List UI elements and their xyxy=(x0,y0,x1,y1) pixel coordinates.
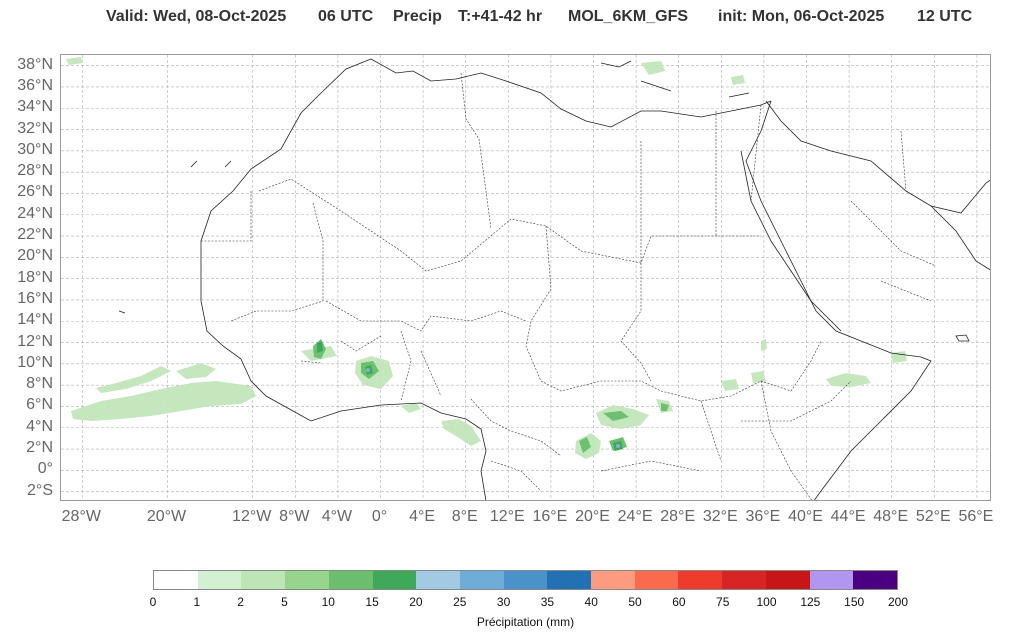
colorbar-swatch xyxy=(154,571,198,589)
colorbar-tick: 50 xyxy=(628,595,642,609)
lon-label: 12°E xyxy=(489,508,525,525)
lat-label: 0° xyxy=(37,460,53,478)
lon-label: 36°E xyxy=(745,508,781,525)
valid-hour: 06 UTC xyxy=(318,8,374,25)
colorbar-tick: 150 xyxy=(844,595,865,609)
model-name: MOL_6KM_GFS xyxy=(568,8,689,25)
colorbar-swatch xyxy=(853,571,897,589)
lat-label: 26°N xyxy=(17,183,53,201)
colorbar-tick: 0 xyxy=(149,595,157,609)
colorbar-swatch xyxy=(547,571,592,589)
lon-label: 8°W xyxy=(279,508,310,525)
colorbar-swatch xyxy=(285,571,329,589)
map-title: Valid: Wed, 08-Oct-2025 06 UTC Precip T:… xyxy=(0,8,1011,28)
colorbar-tick: 125 xyxy=(800,595,821,609)
init-date: init: Mon, 06-Oct-2025 xyxy=(718,8,885,25)
coastlines xyxy=(118,58,990,500)
graticule xyxy=(61,55,990,500)
lat-label: 18°N xyxy=(17,268,53,286)
colorbar-swatch xyxy=(372,571,417,589)
colorbar-swatch xyxy=(591,571,635,589)
colorbar-tick: 1 xyxy=(193,595,201,609)
colorbar-swatch xyxy=(765,571,810,589)
lat-label: 22°N xyxy=(17,226,53,244)
lon-label: 52°E xyxy=(915,508,951,525)
colorbar-swatch xyxy=(328,571,373,589)
lat-label: 32°N xyxy=(17,119,53,137)
lon-label: 48°E xyxy=(873,508,909,525)
colorbar-tick: 5 xyxy=(281,595,288,609)
colorbar-tick: 40 xyxy=(584,595,598,609)
lon-label: 12°W xyxy=(232,508,272,525)
lat-label: 4°N xyxy=(26,417,53,435)
lat-label: 2°N xyxy=(26,439,53,457)
lat-label: 28°N xyxy=(17,162,53,180)
lon-label: 44°E xyxy=(830,508,866,525)
colorbar-tick: 2 xyxy=(237,595,244,609)
colorbar-tick: 30 xyxy=(496,595,511,609)
lat-label: 38°N xyxy=(17,55,53,73)
colorbar-swatch xyxy=(459,571,504,589)
lon-label: 8°E xyxy=(451,508,478,525)
colorbar-tick: 35 xyxy=(540,595,555,609)
lon-label: 20°E xyxy=(575,508,610,525)
colorbar-tick: 100 xyxy=(756,595,777,609)
lat-label: 36°N xyxy=(17,76,53,94)
forecast-period: T:+41-42 hr xyxy=(458,8,543,25)
lon-label: 28°E xyxy=(660,508,696,525)
colorbar-swatch xyxy=(416,571,460,589)
lon-label: 16°E xyxy=(532,508,568,525)
colorbar-tick: 25 xyxy=(453,595,467,609)
lat-label: 6°N xyxy=(26,396,53,414)
colorbar-tick: 200 xyxy=(887,595,909,609)
lon-label: 24°E xyxy=(617,508,653,525)
country-borders xyxy=(201,72,937,500)
colorbar-swatch xyxy=(197,571,242,589)
precip-areas xyxy=(66,57,907,459)
lat-label: 30°N xyxy=(17,140,53,158)
colorbar-label: Précipitation (mm) xyxy=(476,615,575,629)
lat-label: 2°S xyxy=(27,481,53,499)
lon-label: 56°E xyxy=(958,508,994,525)
lat-label: 14°N xyxy=(17,311,53,329)
map-canvas xyxy=(61,55,990,500)
lat-label: 10°N xyxy=(17,353,53,371)
lon-label: 28°W xyxy=(61,508,101,525)
lon-label: 32°E xyxy=(702,508,738,525)
lat-label: 12°N xyxy=(17,332,53,350)
lat-label: 16°N xyxy=(17,289,53,307)
lat-label: 24°N xyxy=(17,204,53,222)
lon-label: 20°W xyxy=(146,508,187,525)
lat-label: 34°N xyxy=(17,98,53,116)
colorbar-swatch xyxy=(634,571,679,589)
colorbar-tick: 75 xyxy=(716,595,730,609)
colorbar-swatch xyxy=(503,571,548,589)
lat-label: 8°N xyxy=(26,375,53,393)
colorbar-tick: 60 xyxy=(672,595,686,609)
lon-label: 4°W xyxy=(321,508,353,525)
colorbar-tick: 20 xyxy=(409,595,423,609)
valid-date: Valid: Wed, 08-Oct-2025 xyxy=(106,8,287,25)
colorbar-swatch xyxy=(678,571,723,589)
colorbar-swatch xyxy=(241,571,286,589)
colorbar-tick: 15 xyxy=(365,595,379,609)
lat-label: 20°N xyxy=(17,247,53,265)
lon-label: 0° xyxy=(371,508,388,525)
init-hour: 12 UTC xyxy=(917,8,973,25)
colorbar-swatch xyxy=(722,571,766,589)
colorbar-tick: 10 xyxy=(321,595,335,609)
field-name: Precip xyxy=(393,8,442,25)
colorbar-swatch xyxy=(809,571,854,589)
precip-colorbar xyxy=(153,570,898,590)
map-panel xyxy=(60,54,991,501)
lon-label: 4°E xyxy=(409,508,436,525)
lon-label: 40°E xyxy=(788,508,823,525)
